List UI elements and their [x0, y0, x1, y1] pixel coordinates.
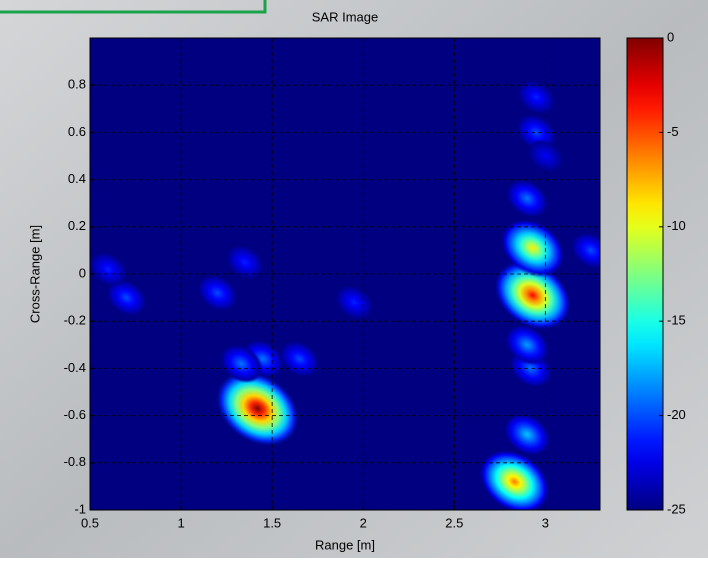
x-tick-label: 3 — [542, 515, 549, 530]
intensity-blob — [505, 179, 549, 218]
colorbar-tick-label: -5 — [667, 124, 679, 139]
y-tick-label: 0.6 — [68, 124, 86, 139]
frame-accent — [0, 0, 267, 14]
intensity-blob — [570, 231, 600, 269]
y-axis-label: Cross-Range [m] — [27, 225, 42, 323]
x-tick-label: 0.5 — [81, 515, 99, 530]
y-tick-label: -0.2 — [64, 313, 86, 328]
x-tick-label: 1.5 — [263, 515, 281, 530]
intensity-blob — [493, 259, 572, 331]
y-tick-label: -0.4 — [64, 360, 86, 375]
intensity-blob — [500, 218, 566, 278]
intensity-blob — [334, 284, 374, 320]
y-tick-label: 0.2 — [68, 218, 86, 233]
colorbar-tick-label: 0 — [667, 29, 674, 44]
y-tick-label: 0.4 — [68, 171, 86, 186]
colorbar-tick-label: -25 — [667, 501, 686, 516]
colorbar-tick-label: -15 — [667, 313, 686, 328]
chart-title: SAR Image — [312, 9, 378, 24]
x-axis-label: Range [m] — [315, 537, 375, 552]
colorbar — [626, 37, 664, 511]
y-tick-label: 0 — [79, 265, 86, 280]
colorbar-tick-label: -20 — [667, 407, 686, 422]
colorbar-tick-label: -10 — [667, 218, 686, 233]
intensity-blob — [527, 139, 564, 173]
x-tick-label: 2 — [360, 515, 367, 530]
overlay: 0.5 1 1.5 2 2.5 3 -1 -0.8 -0.6 -0.4 -0.2 0 0.2 0.4 0.6… — [64, 37, 601, 530]
intensity-blob — [90, 251, 128, 287]
intensity-blob — [197, 274, 238, 312]
intensity-blob — [106, 279, 147, 317]
intensity-blob — [504, 324, 550, 366]
plot-frame — [89, 37, 601, 511]
intensity-blob — [517, 79, 556, 115]
intensity-blob — [503, 413, 551, 456]
intensity-blob — [478, 449, 551, 510]
y-tick-label: -0.6 — [64, 407, 86, 422]
intensity-blob — [215, 370, 300, 447]
y-tick-label: -0.8 — [64, 454, 86, 469]
intensity-blob — [225, 244, 265, 280]
y-tick-label: 0.8 — [68, 77, 86, 92]
x-tick-label: 2.5 — [445, 515, 463, 530]
y-tick-label: -1 — [74, 501, 86, 516]
plot-area — [90, 38, 600, 510]
x-tick-label: 1 — [177, 515, 184, 530]
intensity-blob — [219, 344, 263, 384]
